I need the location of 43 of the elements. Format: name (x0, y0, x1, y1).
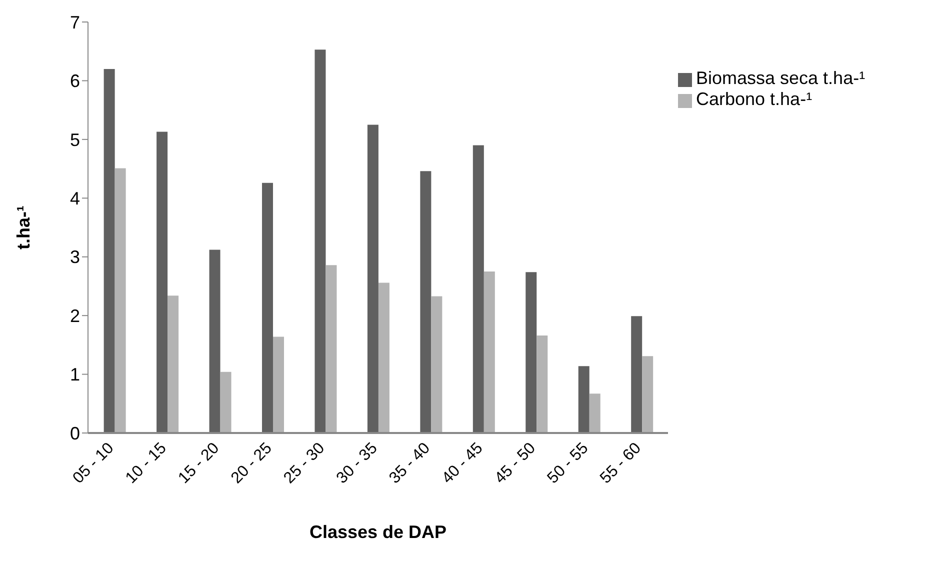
x-tick-label: 20 - 25 (228, 440, 276, 488)
bar (642, 356, 654, 433)
legend-label: Carbono t.ha-¹ (696, 89, 812, 109)
bar (114, 168, 126, 433)
x-tick-label: 30 - 35 (334, 440, 381, 488)
x-tick-label: 10 - 15 (122, 440, 170, 488)
bar (209, 250, 220, 433)
bar (104, 68, 115, 433)
bar (156, 132, 168, 433)
y-tick-label: 6 (70, 71, 80, 92)
x-tick-label: 55 - 60 (597, 440, 645, 488)
bar (472, 145, 484, 433)
bar (168, 296, 179, 433)
x-tick-label: 35 - 40 (386, 440, 434, 488)
bar (220, 372, 232, 433)
bar (526, 272, 537, 433)
y-tick-label: 5 (70, 130, 80, 150)
y-tick-label: 1 (70, 364, 80, 385)
bar (367, 124, 378, 433)
x-tick-label: 25 - 30 (280, 440, 328, 488)
bar (326, 265, 337, 433)
x-tick-label: 45 - 50 (492, 440, 540, 488)
y-axis-title: t.ha-¹ (13, 206, 34, 250)
bar (536, 336, 548, 433)
x-tick-label: 50 - 55 (544, 440, 592, 488)
bar (378, 282, 390, 433)
bar (273, 336, 284, 433)
y-tick-label: 3 (70, 247, 80, 268)
bar (631, 316, 642, 433)
y-tick-label: 2 (70, 306, 80, 326)
legend-label: Biomassa seca t.ha-¹ (696, 68, 866, 88)
bar (578, 366, 590, 433)
x-axis-title: Classes de DAP (309, 522, 447, 542)
bar (314, 50, 326, 433)
bar (262, 182, 273, 433)
bar (420, 171, 432, 433)
bar (431, 296, 442, 433)
bar (589, 394, 600, 433)
x-tick-label: 40 - 45 (439, 440, 486, 488)
bar (484, 272, 495, 433)
x-tick-label: 15 - 20 (175, 440, 223, 488)
y-tick-label: 7 (70, 12, 80, 32)
y-tick-label: 4 (70, 188, 80, 209)
